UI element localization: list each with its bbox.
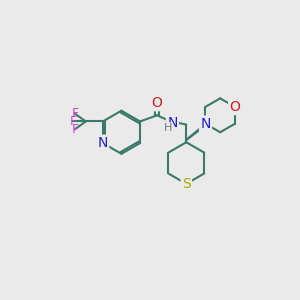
Text: S: S [182,177,191,191]
Text: F: F [71,123,79,136]
Text: N: N [167,116,178,130]
Text: F: F [71,107,79,120]
Text: N: N [200,117,211,131]
Text: F: F [70,115,77,128]
Text: O: O [152,96,163,110]
Text: H: H [164,123,172,134]
Text: N: N [98,136,108,150]
Text: O: O [230,100,240,114]
